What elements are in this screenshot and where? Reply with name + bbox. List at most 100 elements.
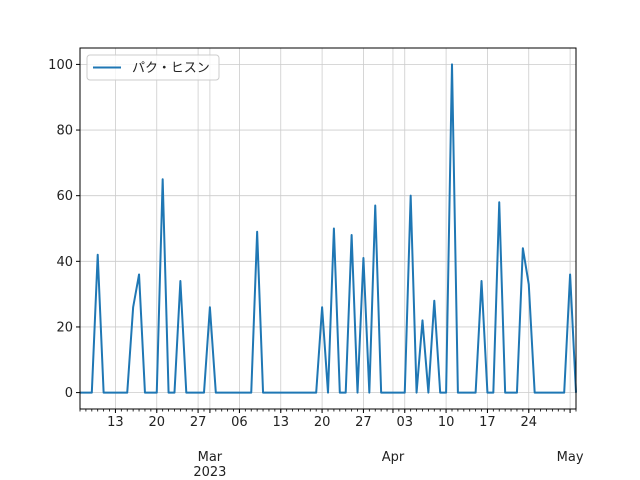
data-point <box>392 391 394 394</box>
data-point <box>362 257 365 259</box>
data-point <box>286 391 288 394</box>
data-point <box>227 391 229 394</box>
data-point <box>91 391 93 394</box>
data-point <box>463 391 465 394</box>
data-point <box>398 391 400 394</box>
data-point <box>132 306 134 308</box>
data-point <box>291 391 294 394</box>
data-point <box>274 391 276 394</box>
data-point <box>191 391 193 394</box>
data-point <box>297 391 300 394</box>
plot-area <box>80 48 576 409</box>
data-point <box>268 391 270 394</box>
data-point <box>551 391 553 394</box>
data-point <box>410 195 412 197</box>
x-tick-label: 20 <box>314 415 331 430</box>
data-point <box>179 280 181 282</box>
data-point <box>250 391 252 394</box>
data-point <box>221 391 223 394</box>
data-point <box>404 391 406 394</box>
legend-label: パク・ヒスン <box>132 61 210 76</box>
data-point <box>516 391 518 394</box>
data-point <box>504 391 506 394</box>
grid-lines <box>80 48 576 409</box>
x-tick-label: Mar <box>198 450 223 465</box>
y-tick-label: 60 <box>56 189 73 204</box>
data-point <box>321 306 323 308</box>
data-point <box>156 391 158 394</box>
legend-box <box>86 54 220 81</box>
data-point <box>557 391 559 394</box>
x-tick-label: 06 <box>231 415 248 430</box>
data-point <box>162 178 164 180</box>
data-point <box>315 391 317 394</box>
data-point <box>569 273 571 276</box>
data-point <box>144 391 146 394</box>
data-point <box>380 391 382 394</box>
data-point <box>345 391 347 394</box>
data-point <box>85 391 87 394</box>
x-tick-label: 24 <box>520 415 537 430</box>
x-tick-label: May <box>557 450 584 465</box>
data-point <box>185 391 187 394</box>
data-point <box>103 391 105 394</box>
x-tick-label: 20 <box>148 415 165 430</box>
data-point <box>209 306 211 308</box>
x-tick-label: 10 <box>438 415 455 430</box>
x-tick-label: 13 <box>272 415 289 430</box>
y-tick-label: 20 <box>56 320 73 335</box>
data-point <box>339 391 341 394</box>
data-point <box>539 391 542 394</box>
data-point <box>244 391 246 394</box>
y-axis: 0 20 40 60 80 100 <box>48 58 80 401</box>
data-point <box>351 234 353 236</box>
y-tick-label: 0 <box>65 386 73 401</box>
data-point <box>451 63 453 66</box>
data-point <box>203 391 205 394</box>
data-point <box>528 283 530 285</box>
y-tick-label: 40 <box>56 255 73 270</box>
data-point <box>150 391 152 394</box>
data-point <box>522 247 524 249</box>
data-point <box>215 391 217 394</box>
data-point <box>256 231 258 233</box>
data-point <box>492 391 494 394</box>
data-point <box>439 391 441 394</box>
data-point <box>534 391 536 394</box>
data-point <box>421 319 424 321</box>
data-point <box>427 391 429 394</box>
series-layer <box>79 63 577 394</box>
data-point <box>197 391 199 394</box>
y-tick-label: 80 <box>56 124 73 139</box>
data-point <box>280 391 282 394</box>
data-point <box>545 391 548 394</box>
data-point <box>356 391 359 394</box>
data-point <box>120 391 122 394</box>
data-point <box>108 391 111 394</box>
data-point <box>126 391 128 394</box>
x-tick-year-label: 2023 <box>193 465 226 480</box>
data-point <box>238 391 241 394</box>
data-point <box>167 391 170 394</box>
legend: パク・ヒスン <box>86 54 220 81</box>
data-point <box>386 391 388 394</box>
data-point <box>475 391 477 394</box>
data-point <box>114 391 117 394</box>
x-tick-label: 17 <box>479 415 496 430</box>
data-point <box>368 391 370 394</box>
data-point <box>469 391 471 394</box>
data-point <box>327 391 329 394</box>
data-point <box>480 280 483 282</box>
data-point <box>374 204 376 207</box>
data-point <box>232 391 235 394</box>
x-tick-label: 13 <box>107 415 124 430</box>
data-point <box>415 391 418 394</box>
data-point <box>445 391 447 394</box>
y-tick-label: 100 <box>48 58 73 73</box>
data-point <box>510 391 512 394</box>
data-point <box>498 201 500 203</box>
x-tick-label: 27 <box>190 415 207 430</box>
data-point <box>486 391 489 394</box>
